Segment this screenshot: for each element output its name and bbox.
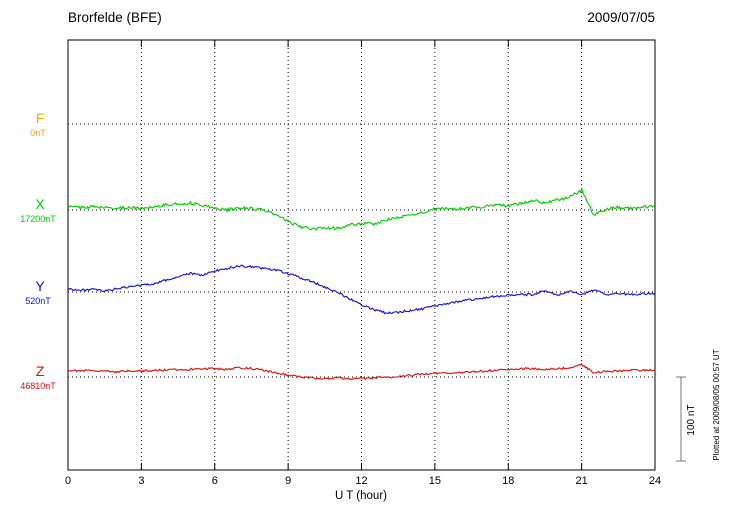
series-baseline-value-X: 17200nT xyxy=(20,214,56,224)
x-tick-label: 15 xyxy=(429,475,441,487)
series-letter-Y: Y xyxy=(35,278,45,294)
x-tick-label: 9 xyxy=(285,475,291,487)
series-baseline-value-Y: 520nT xyxy=(25,296,51,306)
x-tick-label: 12 xyxy=(355,475,367,487)
x-tick-label: 3 xyxy=(138,475,144,487)
station-title: Brorfelde (BFE) xyxy=(68,10,162,25)
x-axis-title: U T (hour) xyxy=(335,490,387,502)
trace-Y xyxy=(67,264,656,315)
series-baseline-value-F: 0nT xyxy=(30,128,46,138)
trace-Z xyxy=(67,362,656,381)
scale-bar-label: 100 nT xyxy=(686,404,697,435)
date-label: 2009/07/05 xyxy=(587,10,655,25)
x-tick-label: 24 xyxy=(649,475,661,487)
series-letter-Z: Z xyxy=(36,363,45,379)
trace-X xyxy=(67,187,656,231)
series-baseline-value-Z: 46810nT xyxy=(20,381,56,391)
x-tick-label: 0 xyxy=(65,475,71,487)
x-tick-label: 21 xyxy=(576,475,588,487)
plotted-at-caption: Plotted at 2009/08/05 00:57 UT xyxy=(712,349,721,460)
series-letter-X: X xyxy=(35,196,45,212)
x-tick-label: 6 xyxy=(212,475,218,487)
x-tick-label: 18 xyxy=(502,475,514,487)
series-letter-F: F xyxy=(36,110,45,126)
plot-graphics: 0 3 6 9 12 15 18 21 24 F 0nT X 17200nT Y 520nT Z 46810nT xyxy=(20,39,686,487)
